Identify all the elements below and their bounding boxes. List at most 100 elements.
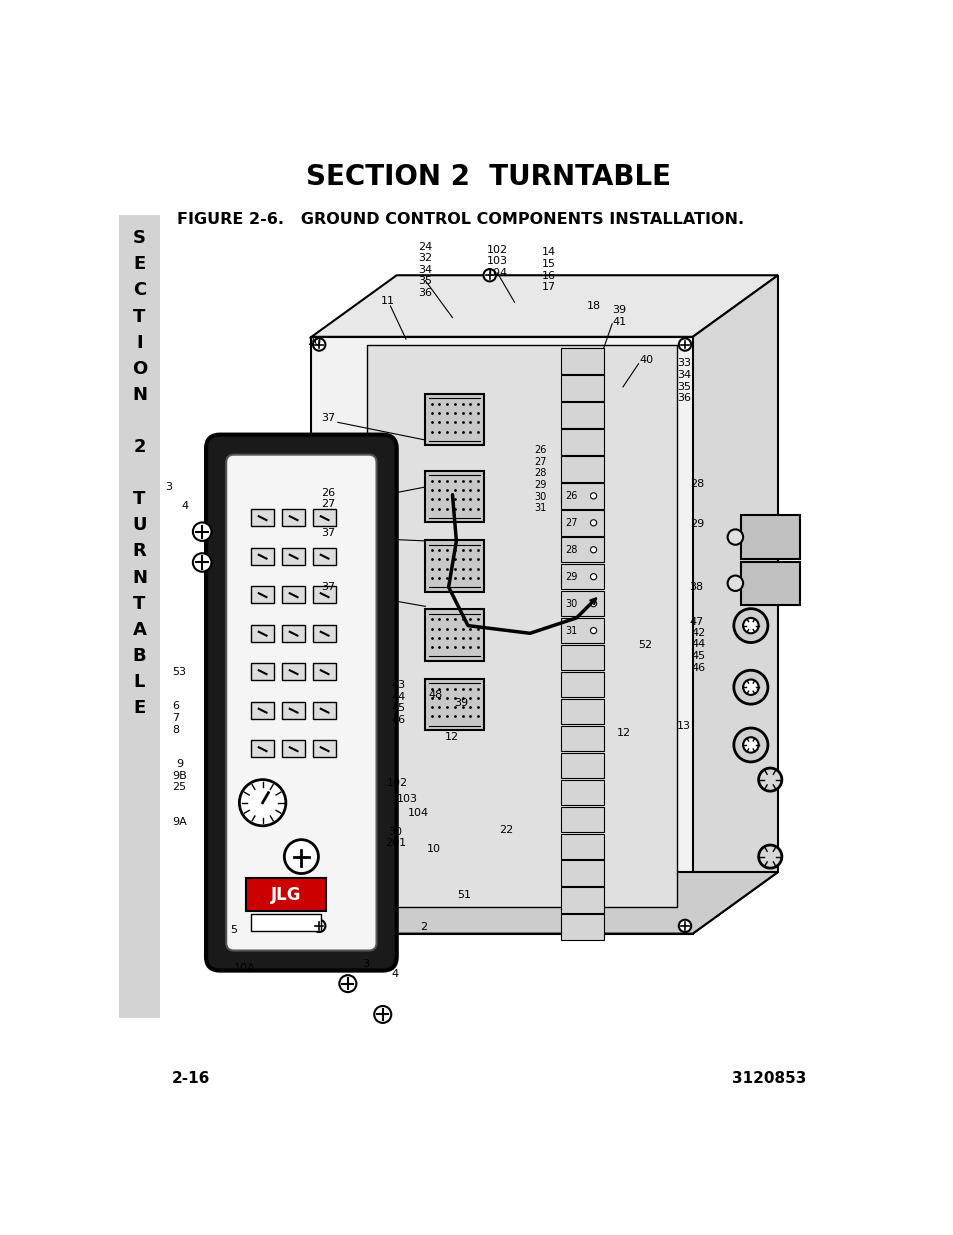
Circle shape xyxy=(758,845,781,868)
Text: 33
34
35
36: 33 34 35 36 xyxy=(677,358,691,403)
FancyBboxPatch shape xyxy=(313,625,335,642)
Polygon shape xyxy=(692,275,778,934)
Text: T: T xyxy=(133,490,146,509)
Text: 3: 3 xyxy=(165,482,172,492)
FancyBboxPatch shape xyxy=(251,587,274,603)
Circle shape xyxy=(590,493,596,499)
Bar xyxy=(560,510,603,536)
Bar xyxy=(560,779,603,805)
Circle shape xyxy=(590,627,596,634)
Text: 47: 47 xyxy=(689,616,703,626)
FancyBboxPatch shape xyxy=(251,548,274,564)
FancyBboxPatch shape xyxy=(251,509,274,526)
Text: I: I xyxy=(136,333,143,352)
Circle shape xyxy=(742,618,758,634)
Circle shape xyxy=(733,671,767,704)
Text: B: B xyxy=(132,647,146,664)
Text: N: N xyxy=(132,385,147,404)
Text: U: U xyxy=(132,516,147,535)
Bar xyxy=(560,483,603,509)
Bar xyxy=(119,215,159,1019)
Bar xyxy=(367,345,677,906)
FancyBboxPatch shape xyxy=(251,701,274,719)
Text: 53: 53 xyxy=(172,667,186,677)
Bar xyxy=(560,699,603,724)
FancyBboxPatch shape xyxy=(313,509,335,526)
Text: 37: 37 xyxy=(321,582,335,592)
Text: 51: 51 xyxy=(456,890,471,900)
Text: 26
27: 26 27 xyxy=(321,488,335,509)
Text: 22: 22 xyxy=(499,825,514,835)
Circle shape xyxy=(339,976,356,992)
Text: 43
44
45
46: 43 44 45 46 xyxy=(392,680,406,725)
Text: 13: 13 xyxy=(677,721,691,731)
Text: 48: 48 xyxy=(428,690,442,700)
Text: 10: 10 xyxy=(426,844,440,853)
Bar xyxy=(560,914,603,940)
Bar xyxy=(560,618,603,643)
Circle shape xyxy=(758,768,781,792)
Circle shape xyxy=(590,547,596,553)
Circle shape xyxy=(742,679,758,695)
FancyBboxPatch shape xyxy=(282,509,305,526)
Text: 24
32
34
35
36: 24 32 34 35 36 xyxy=(417,242,432,298)
Text: 26
27
28
29
30
31: 26 27 28 29 30 31 xyxy=(534,446,546,514)
FancyBboxPatch shape xyxy=(282,740,305,757)
Bar xyxy=(560,672,603,698)
FancyBboxPatch shape xyxy=(424,471,484,522)
Circle shape xyxy=(193,553,212,572)
Text: 2: 2 xyxy=(133,438,146,456)
FancyBboxPatch shape xyxy=(282,548,305,564)
Text: JLG: JLG xyxy=(271,885,301,904)
Circle shape xyxy=(590,600,596,606)
Circle shape xyxy=(374,1007,391,1023)
Circle shape xyxy=(483,269,496,282)
FancyBboxPatch shape xyxy=(313,740,335,757)
Text: 29: 29 xyxy=(689,519,703,529)
Text: FIGURE 2-6.   GROUND CONTROL COMPONENTS INSTALLATION.: FIGURE 2-6. GROUND CONTROL COMPONENTS IN… xyxy=(177,211,743,226)
FancyBboxPatch shape xyxy=(206,435,396,971)
FancyBboxPatch shape xyxy=(740,515,799,558)
FancyBboxPatch shape xyxy=(424,609,484,661)
FancyBboxPatch shape xyxy=(282,663,305,680)
Text: 3: 3 xyxy=(362,960,369,969)
FancyBboxPatch shape xyxy=(226,454,376,951)
Circle shape xyxy=(590,520,596,526)
FancyBboxPatch shape xyxy=(313,587,335,603)
FancyBboxPatch shape xyxy=(245,878,326,910)
Text: 39
41: 39 41 xyxy=(612,305,625,327)
Text: 11: 11 xyxy=(381,295,395,305)
FancyBboxPatch shape xyxy=(424,540,484,592)
Polygon shape xyxy=(311,872,778,934)
Text: 30: 30 xyxy=(564,599,577,609)
FancyBboxPatch shape xyxy=(313,701,335,719)
Text: 9A: 9A xyxy=(172,816,187,827)
Bar xyxy=(560,564,603,589)
Bar xyxy=(560,726,603,751)
Text: C: C xyxy=(132,282,146,299)
Bar xyxy=(560,592,603,616)
Text: 31: 31 xyxy=(564,626,577,636)
Text: 102
103
104: 102 103 104 xyxy=(486,245,508,278)
Text: 10A: 10A xyxy=(233,963,255,973)
Text: 52: 52 xyxy=(638,640,652,650)
FancyBboxPatch shape xyxy=(424,394,484,446)
FancyBboxPatch shape xyxy=(282,625,305,642)
Text: T: T xyxy=(133,594,146,613)
Text: 28: 28 xyxy=(689,479,703,489)
Text: 37: 37 xyxy=(321,529,335,538)
Bar xyxy=(560,430,603,454)
Text: A: A xyxy=(132,621,146,638)
Text: O: O xyxy=(132,359,147,378)
Text: 42
44
45
46: 42 44 45 46 xyxy=(691,627,704,673)
Bar xyxy=(560,834,603,858)
Text: L: L xyxy=(133,673,145,690)
Text: 12: 12 xyxy=(616,729,630,739)
Text: 102: 102 xyxy=(386,778,407,788)
Bar xyxy=(560,537,603,562)
Bar xyxy=(560,806,603,832)
Text: 39: 39 xyxy=(454,698,468,708)
Circle shape xyxy=(313,338,325,351)
Bar xyxy=(560,456,603,482)
Text: 28: 28 xyxy=(564,545,577,555)
